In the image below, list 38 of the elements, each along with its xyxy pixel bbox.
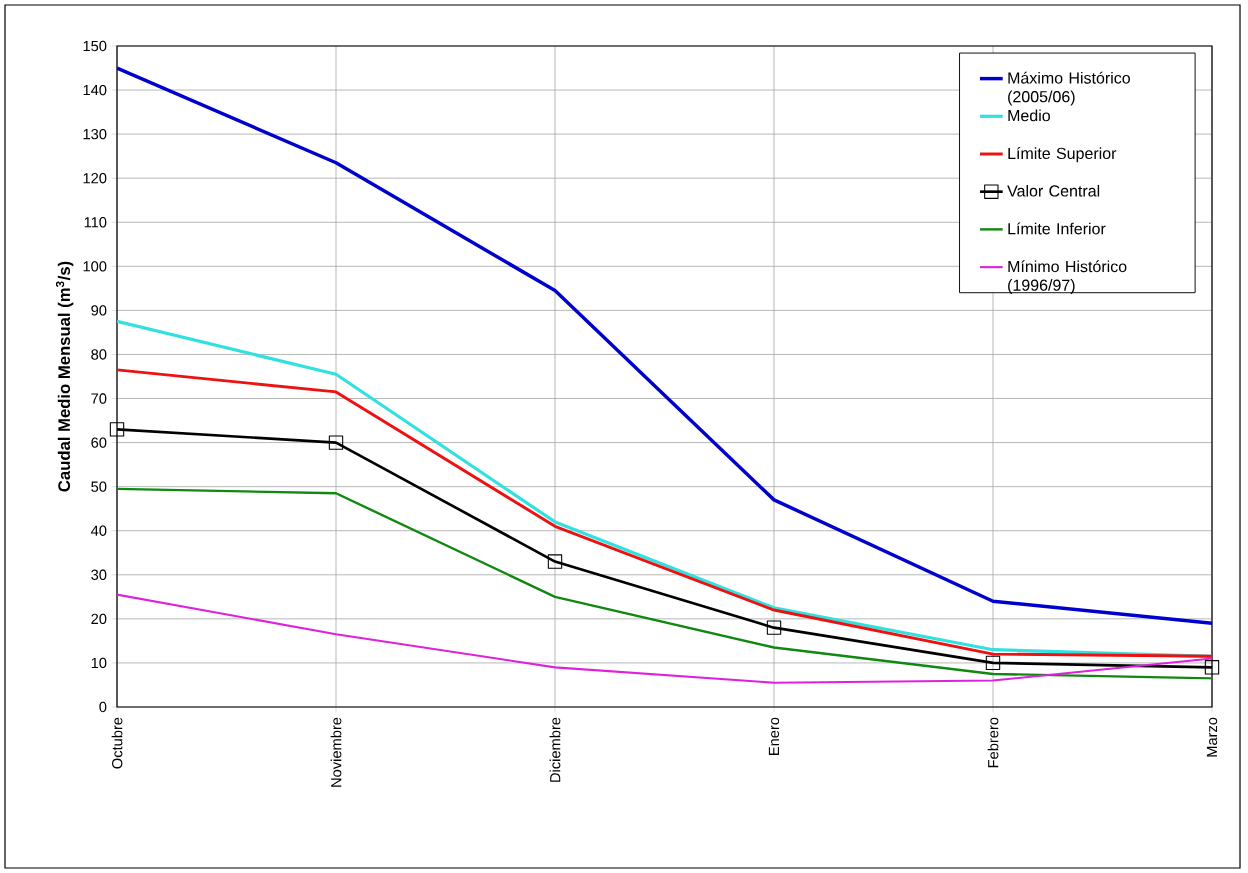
point	[1204, 660, 1220, 675]
y-tick-label: 80	[91, 349, 107, 360]
legend-label: Medio	[1008, 109, 1050, 122]
x-tick-label: Octubre	[111, 717, 123, 769]
legend-label: Límite Inferior	[1008, 222, 1106, 235]
text: Caudal Medio Mensual (m$^{3}$/s)	[55, 261, 74, 492]
x-tick-label: Febrero	[987, 717, 999, 768]
legend-label: Límite Superior	[1008, 147, 1117, 163]
y-tick-label: 60	[91, 437, 107, 448]
y-tick-label: 70	[91, 393, 107, 404]
y-tick-label: 40	[90, 525, 107, 536]
x-tick-label: Marzo	[1206, 717, 1218, 757]
legend-label: Mínimo Histórico (1996/97)	[1008, 260, 1127, 295]
x-tick-label: Enero	[768, 717, 780, 755]
legend-label: Valor Central	[1007, 184, 1100, 197]
y-tick-label: 30	[91, 569, 107, 580]
y-tick-label: 20	[91, 613, 107, 625]
y-tick-label: 110	[84, 217, 107, 228]
y-tick-label: 140	[83, 84, 107, 96]
line-series	[117, 66, 1212, 625]
point	[547, 554, 563, 569]
x-tick-label: Diciembre	[549, 717, 561, 782]
legend-label: Máximo Histórico (2005/06)	[1008, 71, 1130, 106]
y-tick-label: 100	[83, 261, 107, 272]
point	[109, 422, 125, 437]
point	[766, 620, 782, 635]
line-series	[117, 593, 1212, 684]
y-tick-label: 150	[83, 40, 107, 52]
y-tick-label: 130	[83, 128, 107, 140]
line-series	[117, 487, 1212, 680]
y-tick-label: 0	[99, 701, 107, 713]
y-tick-label: 90	[91, 305, 107, 316]
x-tick-label: Noviembre	[330, 717, 342, 787]
point	[328, 435, 344, 450]
y-tick-label: 120	[83, 173, 107, 184]
y-tick-label: 50	[91, 481, 107, 492]
point	[985, 655, 1001, 671]
y-tick-label: 10	[91, 657, 107, 669]
